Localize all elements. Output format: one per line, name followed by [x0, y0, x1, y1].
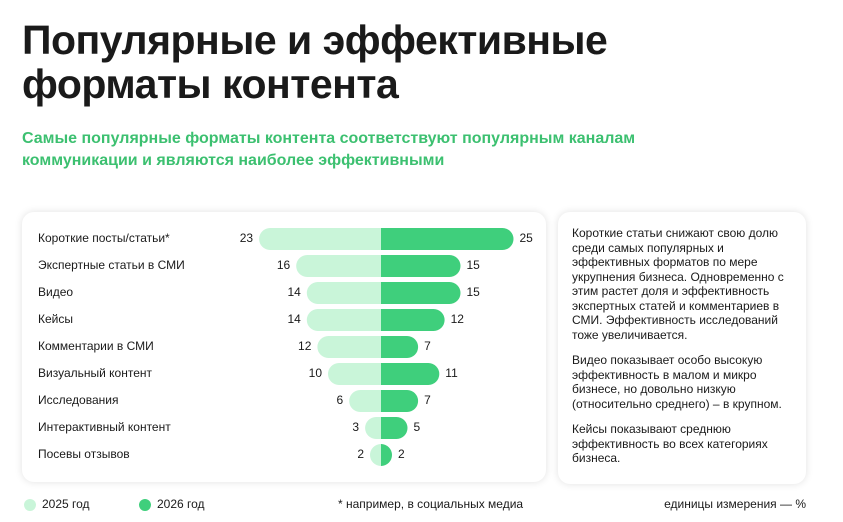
value-label: 12 [298, 339, 312, 353]
bar [381, 228, 514, 250]
bar [381, 282, 461, 304]
bar [365, 417, 381, 439]
legend-swatch [24, 499, 36, 511]
value-label: 16 [277, 258, 291, 272]
value-label: 5 [414, 420, 421, 434]
bar [381, 363, 440, 385]
value-label: 7 [424, 393, 431, 407]
bar [349, 390, 381, 412]
value-label: 12 [451, 312, 465, 326]
bar [381, 390, 419, 412]
footnote: * например, в социальных медиа [338, 497, 523, 511]
bar [381, 309, 445, 331]
bar [370, 444, 381, 466]
bar [296, 255, 381, 277]
value-label: 15 [467, 258, 481, 272]
bar [306, 309, 381, 331]
subtitle: Самые популярные форматы контента соотве… [22, 130, 636, 169]
bar [317, 336, 381, 358]
bar [381, 336, 419, 358]
value-label: 11 [445, 366, 458, 380]
value-label: 2 [357, 447, 364, 461]
legend-swatch [139, 499, 151, 511]
value-label: 10 [309, 366, 323, 380]
value-label: 2 [398, 447, 405, 461]
bar [381, 417, 408, 439]
category-label: Исследования [38, 393, 118, 407]
value-label: 23 [240, 231, 254, 245]
bar [306, 282, 381, 304]
note: Видео показывает особо высокую эффективн… [572, 353, 782, 411]
legend-label: 2025 год [42, 497, 90, 511]
value-label: 15 [467, 285, 481, 299]
bar [381, 444, 392, 466]
value-label: 7 [424, 339, 431, 353]
category-label: Видео [38, 285, 73, 299]
value-label: 6 [337, 393, 344, 407]
bar [328, 363, 381, 385]
bar [259, 228, 381, 250]
value-label: 3 [352, 420, 359, 434]
units: единицы измерения — % [664, 497, 806, 511]
category-label: Экспертные статьи в СМИ [38, 258, 185, 272]
category-label: Комментарии в СМИ [38, 339, 154, 353]
notes-card: Короткие статьи снижают свою долю среди … [558, 212, 806, 484]
title: Популярные и эффективные форматы контент… [22, 17, 608, 107]
category-label: Кейсы [38, 312, 73, 326]
category-label: Визуальный контент [38, 366, 153, 380]
value-label: 14 [287, 312, 301, 326]
value-label: 14 [287, 285, 301, 299]
chart-card [22, 212, 546, 482]
note: Короткие статьи снижают свою долю среди … [572, 226, 784, 342]
category-label: Интерактивный контент [38, 420, 171, 434]
legend-label: 2026 год [157, 497, 205, 511]
bar [381, 255, 461, 277]
note: Кейсы показывают среднюю эффективность в… [572, 422, 768, 465]
category-label: Короткие посты/статьи* [38, 231, 170, 245]
category-label: Посевы отзывов [38, 447, 130, 461]
value-label: 25 [520, 231, 534, 245]
